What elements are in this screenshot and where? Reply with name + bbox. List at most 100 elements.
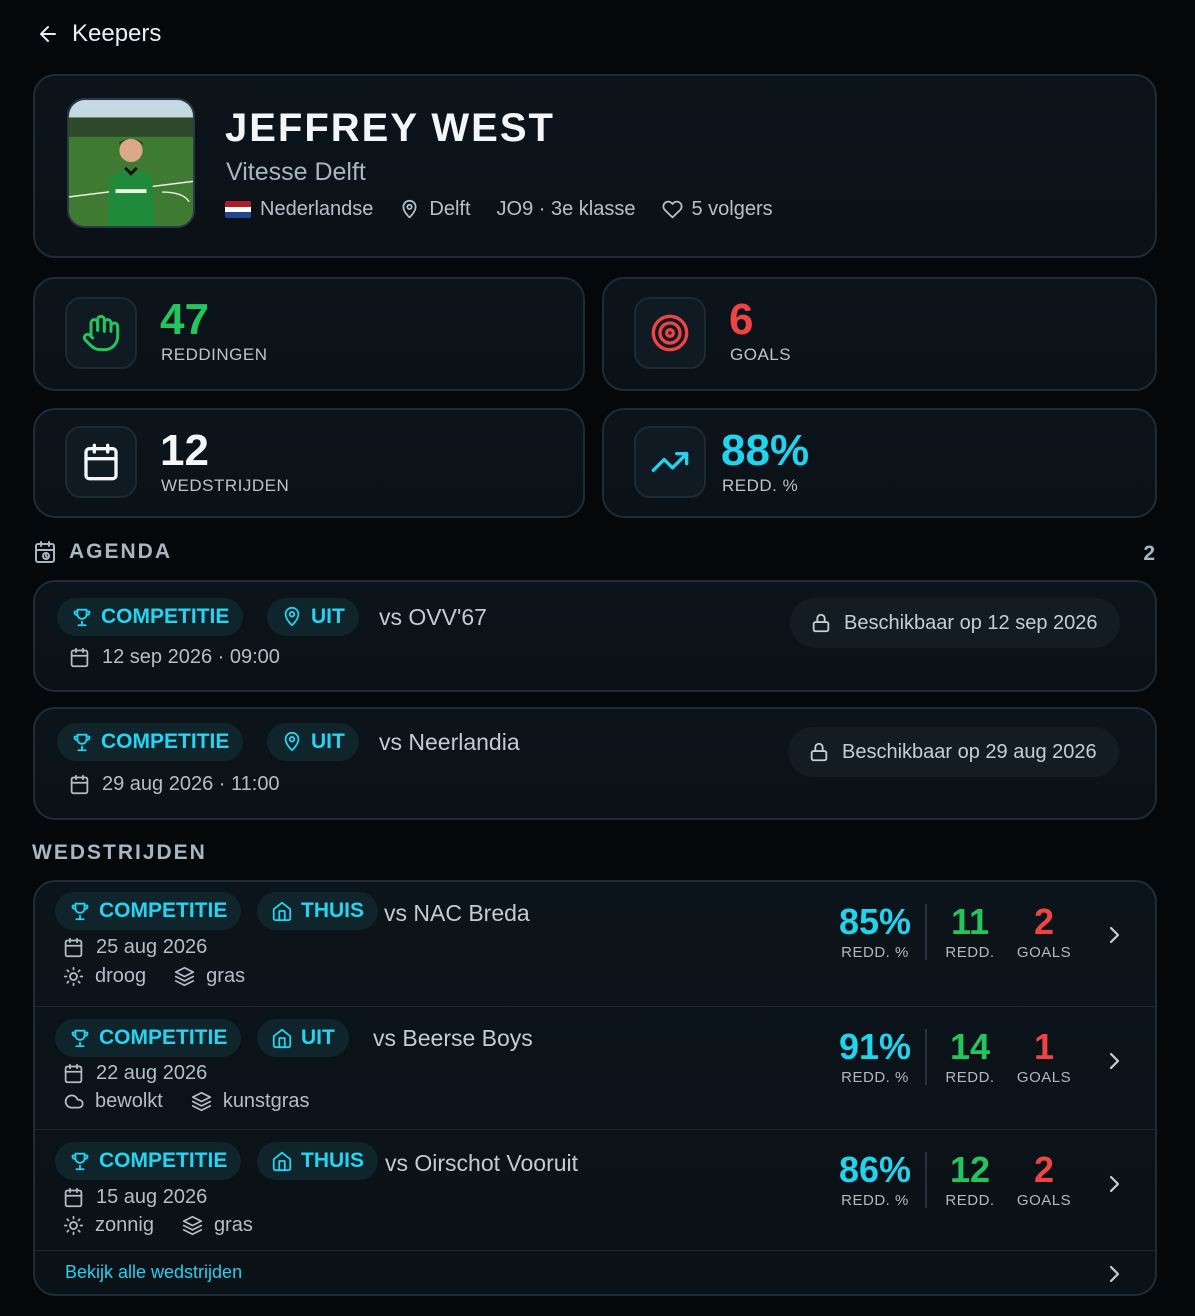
calendar-icon <box>70 774 89 795</box>
availability-button[interactable]: Beschikbaar op 29 aug 2026 <box>788 727 1119 777</box>
sun-icon <box>63 966 84 987</box>
arrow-left-icon <box>40 26 56 42</box>
team-class: JO9 · 3e klasse <box>496 198 636 220</box>
opponent: vs NAC Breda <box>384 900 530 926</box>
save-pct: 85% REDD. % <box>838 901 912 962</box>
agenda-title: AGENDA <box>69 540 173 563</box>
profile-card: JEFFREY WEST Vitesse Delft Nederlandse D… <box>33 74 1157 258</box>
location: Delft <box>399 198 471 221</box>
nationality: Nederlandse <box>225 198 373 221</box>
calendar-icon <box>70 647 89 668</box>
competition-badge: COMPETITIE <box>57 598 244 636</box>
agenda-item[interactable]: COMPETITIE UIT vs OVV'67 12 sep 2026 · 0… <box>33 580 1157 692</box>
agenda-item[interactable]: COMPETITIE UIT vs Neerlandia 29 aug 2026… <box>33 707 1157 820</box>
calendar-icon <box>84 443 118 481</box>
match-row[interactable]: COMPETITIE THUIS vs Oirschot Vooruit 15 … <box>35 1130 1155 1251</box>
player-club: Vitesse Delft <box>226 158 366 186</box>
availability-button[interactable]: Beschikbaar op 12 sep 2026 <box>790 598 1120 648</box>
venue-badge: THUIS <box>257 1142 378 1180</box>
save-pct: 86% REDD. % <box>838 1149 912 1210</box>
venue-badge: THUIS <box>257 892 378 930</box>
match-conditions: droog gras <box>63 965 273 988</box>
opponent: vs OVV'67 <box>379 604 487 630</box>
save-pct-value: 88% <box>721 426 810 475</box>
chevron-right-icon <box>1109 1175 1120 1193</box>
flag-nl-icon <box>225 201 251 218</box>
goals: 1 GOALS <box>1016 1026 1072 1087</box>
match-date: 12 sep 2026 · 09:00 <box>69 646 280 669</box>
back-label: Keepers <box>72 20 162 47</box>
map-pin-icon <box>284 606 300 627</box>
heart-icon <box>662 200 682 219</box>
divider <box>925 1029 927 1085</box>
sun-icon <box>63 1215 84 1236</box>
matches-header: WEDSTRIJDEN <box>32 841 207 865</box>
saves-label: REDDINGEN <box>161 345 268 364</box>
competition-badge: COMPETITIE <box>55 1019 242 1057</box>
home-icon <box>272 1028 292 1049</box>
target-icon <box>651 314 689 352</box>
saves-value: 47 <box>160 295 209 344</box>
stat-card-matches: 12 WEDSTRIJDEN <box>33 408 585 518</box>
agenda-header: AGENDA <box>33 540 172 564</box>
layers-icon <box>175 966 195 987</box>
match-conditions: bewolkt kunstgras <box>63 1090 338 1113</box>
cloud-icon <box>64 1094 84 1109</box>
home-icon <box>272 1151 292 1172</box>
trophy-icon <box>71 1152 89 1171</box>
map-pin-icon <box>284 731 300 752</box>
trophy-icon <box>73 608 91 627</box>
trophy-icon <box>71 1029 89 1048</box>
competition-badge: COMPETITIE <box>57 723 244 761</box>
calendar-icon <box>64 1063 83 1084</box>
chevron-right-icon <box>1109 926 1120 944</box>
player-name: JEFFREY WEST <box>225 106 555 150</box>
match-conditions: zonnig gras <box>63 1214 281 1237</box>
opponent: vs Beerse Boys <box>373 1025 533 1051</box>
followers-button[interactable]: 5 volgers <box>662 198 773 221</box>
calendar-icon <box>64 1187 83 1208</box>
match-row[interactable]: COMPETITIE UIT vs Beerse Boys 22 aug 202… <box>35 1007 1155 1130</box>
hand-icon <box>82 314 120 352</box>
trophy-icon <box>73 733 91 752</box>
trophy-icon <box>71 902 89 921</box>
layers-icon <box>191 1091 211 1112</box>
layers-icon <box>182 1215 203 1236</box>
stat-card-saves: 47 REDDINGEN <box>33 277 585 391</box>
back-button[interactable]: Keepers <box>36 20 161 48</box>
chevron-right-icon <box>1109 1052 1120 1070</box>
chevron-right-icon[interactable] <box>1102 1262 1126 1286</box>
match-date: 15 aug 2026 <box>63 1186 207 1209</box>
view-all-matches-link[interactable]: Bekijk alle wedstrijden <box>65 1262 243 1282</box>
saves: 12 REDD. <box>945 1149 995 1210</box>
calendar-clock-icon <box>35 541 55 563</box>
saves: 11 REDD. <box>945 901 995 962</box>
match-date: 29 aug 2026 · 11:00 <box>69 773 280 796</box>
competition-badge: COMPETITIE <box>55 892 242 930</box>
home-icon <box>272 901 292 922</box>
match-date: 22 aug 2026 <box>63 1062 207 1085</box>
goals: 2 GOALS <box>1016 901 1072 962</box>
divider <box>925 1152 927 1208</box>
matches-list: COMPETITIE THUIS vs NAC Breda 25 aug 202… <box>33 880 1157 1296</box>
player-meta: Nederlandse Delft JO9 · 3e klasse 5 volg… <box>225 198 799 221</box>
stat-card-goals: 6 GOALS <box>602 277 1157 391</box>
trending-up-icon <box>651 452 689 472</box>
map-pin-icon <box>402 199 417 219</box>
matches-label: WEDSTRIJDEN <box>161 476 290 495</box>
match-date: 25 aug 2026 <box>63 936 207 959</box>
divider <box>925 904 927 960</box>
venue-badge: UIT <box>257 1019 349 1057</box>
opponent: vs Oirschot Vooruit <box>385 1150 579 1176</box>
save-pct: 91% REDD. % <box>838 1026 912 1087</box>
matches-value: 12 <box>160 426 209 475</box>
stat-card-save-pct: 88% REDD. % <box>602 408 1157 518</box>
lock-icon <box>812 613 830 633</box>
goals-label: GOALS <box>730 345 792 364</box>
avatar <box>67 98 195 228</box>
lock-icon <box>810 742 828 762</box>
venue-badge: UIT <box>267 723 359 761</box>
save-pct-label: REDD. % <box>722 476 799 495</box>
opponent: vs Neerlandia <box>379 729 520 755</box>
match-row[interactable]: COMPETITIE THUIS vs NAC Breda 25 aug 202… <box>35 882 1155 1007</box>
